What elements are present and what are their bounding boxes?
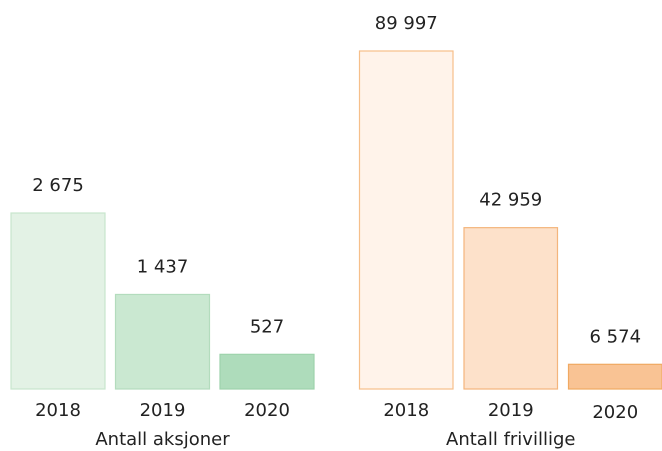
bar [10, 212, 106, 390]
x-tick-label: 2019 [488, 400, 534, 421]
bar [219, 353, 315, 390]
x-tick-label: 2018 [35, 400, 81, 421]
x-tick-label: 2020 [244, 400, 290, 421]
x-tick-label: 2019 [140, 400, 186, 421]
value-label: 2 675 [32, 175, 84, 196]
chart-title: Antall aksjoner [95, 429, 230, 450]
chart-title: Antall frivillige [446, 429, 575, 450]
bar [463, 227, 559, 390]
value-label: 1 437 [137, 256, 189, 277]
value-label: 6 574 [589, 326, 641, 347]
x-tick-label: 2018 [383, 400, 429, 421]
value-label: 527 [250, 316, 284, 337]
x-tick-label: 2020 [592, 402, 638, 423]
bar [358, 50, 454, 390]
value-label: 89 997 [375, 13, 438, 34]
value-label: 42 959 [479, 190, 542, 211]
bar [114, 293, 211, 390]
bar [567, 363, 662, 390]
